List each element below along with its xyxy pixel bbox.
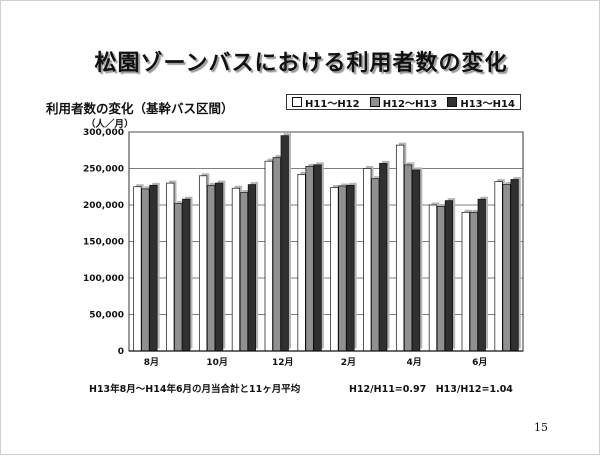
bar <box>305 165 314 352</box>
legend: H11～H12 H12～H13 H13～H14 <box>286 94 521 110</box>
bar <box>330 187 339 352</box>
legend-label-h13: H13～H14 <box>460 98 515 110</box>
bar <box>338 185 347 352</box>
bar <box>428 204 438 352</box>
bar <box>166 182 175 352</box>
bar <box>297 173 306 352</box>
annotation-left: H13年8月～H14年6月の月当合計と11ヶ月平均 <box>89 384 301 395</box>
legend-item-h13: H13～H14 <box>447 95 515 110</box>
legend-swatch-h13 <box>447 97 458 107</box>
chart-title: 利用者数の変化（基幹バス区間） <box>46 101 234 116</box>
bar <box>198 175 208 352</box>
bar <box>371 178 380 352</box>
y-axis-unit: （人／月） <box>86 119 134 130</box>
bar <box>403 164 413 352</box>
slide-title: 松園ゾーンバスにおける利用者数の変化 <box>94 51 508 76</box>
bar <box>280 135 289 352</box>
bar <box>247 184 257 352</box>
x-tick-label: 4月 <box>406 357 421 368</box>
legend-item-h12: H12～H13 <box>369 95 438 110</box>
bar <box>231 187 241 352</box>
bar <box>239 192 249 352</box>
x-tick-label: 6月 <box>472 357 487 368</box>
bar <box>502 184 511 352</box>
bar <box>436 206 446 352</box>
y-tick-label: 150,000 <box>83 238 124 248</box>
bar <box>174 203 183 352</box>
bar <box>133 186 142 352</box>
bar <box>272 157 281 352</box>
bar <box>510 179 519 352</box>
bar <box>206 184 216 352</box>
annotation-right: H12/H11=0.97 H13/H12=1.04 <box>349 384 513 395</box>
y-tick-label: 300,000 <box>83 128 124 138</box>
bar <box>395 144 405 352</box>
legend-item-h11: H11～H12 <box>292 95 360 110</box>
bar <box>469 211 478 352</box>
y-tick-label: 100,000 <box>83 274 124 284</box>
y-tick-label: 0 <box>118 347 124 357</box>
bar <box>477 198 486 352</box>
x-tick-label: 8月 <box>144 357 159 368</box>
x-tick-label: 2月 <box>341 357 356 368</box>
legend-swatch-h12 <box>369 97 380 107</box>
y-tick-label: 200,000 <box>83 201 124 211</box>
bar <box>313 164 322 352</box>
y-tick-label: 250,000 <box>83 165 124 175</box>
x-tick-label: 12月 <box>272 357 294 368</box>
legend-swatch-h11 <box>292 97 303 107</box>
bar <box>141 188 150 352</box>
bar <box>494 181 503 352</box>
bar <box>379 163 388 352</box>
y-tick-label: 50,000 <box>89 311 124 321</box>
legend-label-h12: H12～H13 <box>382 98 438 110</box>
bar <box>264 160 273 352</box>
x-tick-label: 10月 <box>206 357 228 368</box>
bar <box>363 168 372 352</box>
bar <box>346 184 355 352</box>
bar <box>214 182 224 352</box>
bar <box>411 169 421 352</box>
bar <box>182 198 191 352</box>
bar <box>461 211 470 352</box>
page-number: 15 <box>534 421 548 434</box>
legend-label-h11: H11～H12 <box>305 98 360 110</box>
bar <box>149 184 158 352</box>
bar <box>444 200 454 352</box>
